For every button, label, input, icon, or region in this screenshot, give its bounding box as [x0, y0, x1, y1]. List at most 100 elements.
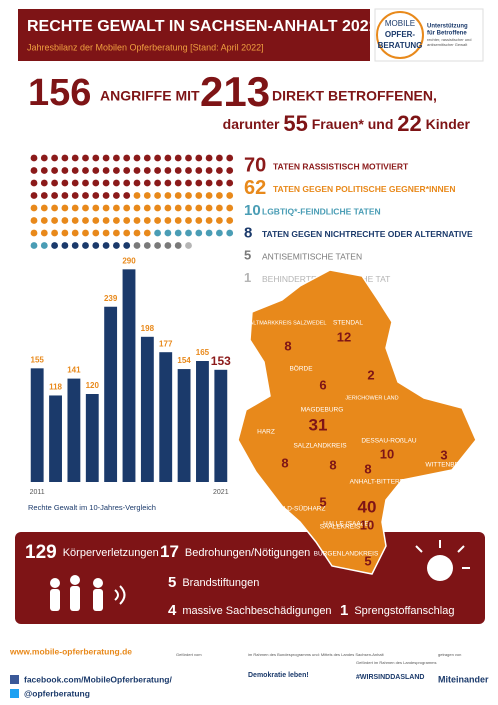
case-dot: [71, 192, 79, 199]
case-dot: [51, 217, 58, 224]
case-dot: [185, 204, 192, 212]
region-count: 12: [337, 329, 351, 344]
region-name: STENDAL: [333, 320, 363, 327]
offence: 17 Bedrohungen/Nötigungen: [160, 542, 310, 561]
region-count: 6: [319, 377, 326, 392]
funder: Gefördert im Rahmen des Landesprogramms: [356, 660, 436, 665]
bar-value-label: 141: [67, 366, 81, 375]
case-dot: [216, 229, 223, 237]
case-dot: [40, 179, 48, 187]
bar-value-label: 239: [104, 294, 118, 303]
region-name: HALLE (SAALE): [323, 521, 371, 528]
case-dot: [205, 179, 213, 187]
case-dot: [123, 242, 131, 249]
case-dot: [123, 154, 131, 162]
case-dot: [113, 229, 120, 237]
case-dot: [51, 167, 58, 174]
case-dot: [133, 179, 141, 187]
case-dot: [174, 204, 182, 212]
case-dot: [154, 167, 162, 174]
case-dot: [61, 167, 69, 174]
case-dot: [113, 242, 120, 249]
bar-value-label: 153: [211, 354, 231, 368]
logo-word: MOBILE: [385, 19, 415, 28]
region-name: MAGDEBURG: [301, 407, 344, 414]
funder: Miteinander: [438, 674, 489, 684]
region-name: BURGENLANDKREIS: [314, 551, 379, 558]
motive-label: TATEN GEGEN NICHTRECHTE ODER ALTERNATIVE: [262, 229, 473, 239]
case-dot: [226, 179, 234, 187]
case-dot: [102, 242, 110, 249]
bar: [30, 368, 44, 482]
case-dot: [61, 179, 69, 187]
case-dot: [226, 217, 234, 224]
case-dot: [123, 229, 131, 237]
footer-link[interactable]: facebook.com/MobileOpferberatung/: [24, 674, 172, 684]
women-label: Frauen* und: [312, 116, 394, 132]
case-dot: [205, 229, 213, 237]
region-name: JERICHOWER LAND: [345, 395, 398, 401]
logo-box: [374, 8, 484, 62]
bar-value-label: 165: [196, 348, 210, 357]
case-dot: [123, 167, 131, 174]
bar: [85, 394, 99, 482]
region-name: SALZLANDKREIS: [293, 443, 347, 450]
case-dot: [40, 192, 48, 199]
case-dot: [30, 242, 38, 249]
case-dot: [226, 154, 234, 162]
footer-link[interactable]: www.mobile-opferberatung.de: [9, 646, 132, 656]
case-dot: [113, 217, 120, 224]
case-dot: [164, 242, 172, 249]
case-dot: [216, 154, 223, 162]
motive-count: 8: [244, 224, 252, 241]
case-dot: [174, 217, 182, 224]
offence: 129 Körperverletzungen: [25, 542, 159, 563]
footer-link[interactable]: @opferberatung: [24, 688, 90, 698]
offence-count: 5: [168, 574, 176, 591]
case-dot: [113, 179, 120, 187]
case-dot: [195, 217, 203, 224]
region-name: WITTENBERG: [425, 462, 468, 469]
region-count: 5: [364, 553, 371, 568]
case-dot: [143, 242, 151, 249]
bar: [49, 395, 62, 482]
motive-count: 70: [244, 154, 266, 176]
case-dot: [164, 217, 172, 224]
case-dot: [40, 154, 48, 162]
explosion-icon: [415, 540, 470, 581]
case-dot: [174, 242, 182, 249]
region-count: 5: [319, 494, 326, 509]
case-dot: [216, 167, 223, 174]
case-dot: [216, 179, 223, 187]
case-dot: [51, 154, 58, 162]
case-dot: [195, 167, 203, 174]
case-dot: [82, 229, 89, 237]
bar: [104, 306, 118, 482]
offence-count: 4: [168, 602, 177, 619]
motive-label: TATEN RASSISTISCH MOTIVIERT: [273, 161, 409, 171]
case-dot: [61, 229, 69, 237]
funder: und: Mittels des Landes Sachsen-Anhalt: [312, 652, 384, 657]
facebook-icon: [10, 675, 19, 684]
motive-count: 5: [244, 247, 251, 262]
region-count: 2: [367, 367, 374, 382]
case-dot: [30, 154, 38, 162]
case-dot: [71, 229, 79, 237]
bar: [214, 369, 228, 482]
case-dot: [40, 167, 48, 174]
case-dot: [61, 217, 69, 224]
case-dot: [123, 204, 131, 212]
children-label: Kinder: [426, 116, 471, 132]
bar-value-label: 177: [159, 339, 173, 348]
attacks-label: ANGRIFFE MIT: [100, 88, 200, 104]
case-dot: [185, 217, 192, 224]
offence-count: 1: [340, 602, 348, 619]
case-dot: [154, 204, 162, 212]
offence-label: Sprengstoffanschlag: [354, 605, 454, 617]
x-tick-label: 2011: [30, 489, 45, 496]
children-count: 22: [397, 111, 421, 136]
case-dot: [123, 217, 131, 224]
case-dot: [92, 179, 100, 187]
case-dot: [71, 179, 79, 187]
case-dot: [143, 217, 151, 224]
